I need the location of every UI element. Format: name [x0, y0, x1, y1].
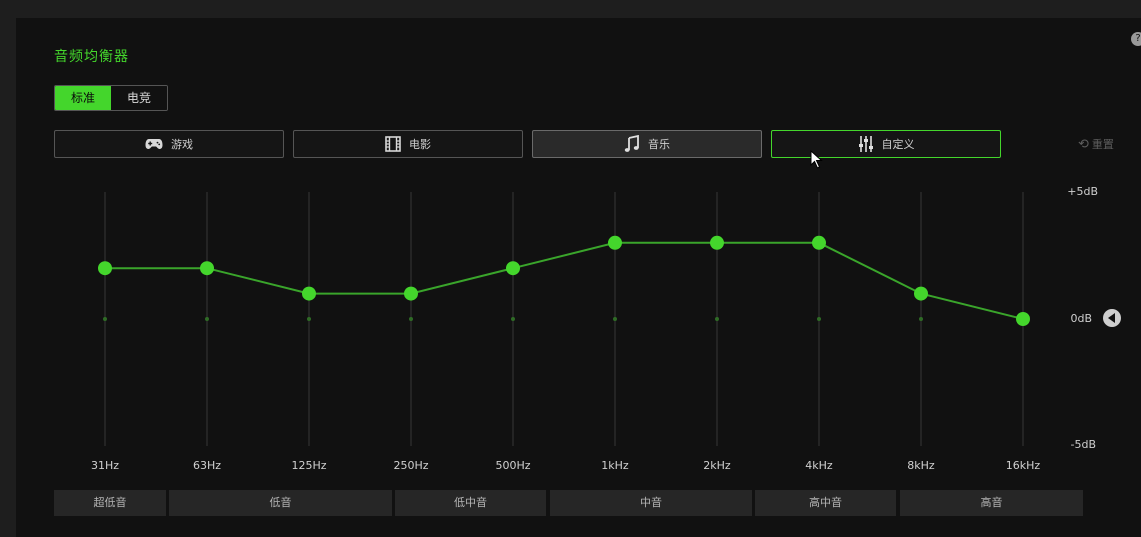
eq-knob-125hz[interactable]: [302, 286, 316, 301]
eq-curve: [105, 241, 1024, 320]
freq-label: 8kHz: [907, 459, 935, 472]
reset-label: 重置: [1091, 138, 1114, 151]
freq-label: 500Hz: [495, 459, 530, 472]
equalizer-panel: [16, 18, 1141, 537]
film-icon: [385, 136, 401, 152]
preset-game-button[interactable]: 游戏: [54, 130, 284, 158]
help-icon[interactable]: ?: [1131, 32, 1141, 46]
freq-label: 63Hz: [193, 459, 221, 472]
collapse-arrow-icon[interactable]: [1103, 309, 1121, 327]
eq-knob-500hz[interactable]: [506, 261, 520, 276]
mouse-cursor-icon: [810, 150, 823, 169]
eq-knob-63hz[interactable]: [200, 261, 214, 276]
band-group-high-mid: 高中音: [755, 490, 896, 516]
eq-knob-4khz[interactable]: [812, 235, 826, 250]
sliders-icon: [858, 136, 873, 152]
zero-marker: [817, 317, 821, 321]
reset-button[interactable]: ⟲ 重置: [1078, 136, 1114, 152]
zero-marker: [103, 317, 107, 321]
db-mid-label: 0dB: [1070, 312, 1092, 325]
db-bottom-label: -5dB: [1071, 438, 1097, 451]
preset-label: 音乐: [648, 138, 670, 151]
freq-label: 4kHz: [805, 459, 833, 472]
zero-marker: [919, 317, 923, 321]
preset-custom-button[interactable]: 自定义: [771, 130, 1001, 158]
page-title: 音频均衡器: [54, 49, 129, 65]
zero-marker: [511, 317, 515, 321]
zero-marker: [715, 317, 719, 321]
eq-knob-16khz[interactable]: [1016, 312, 1030, 326]
eq-knob-1khz[interactable]: [608, 235, 622, 250]
zero-marker: [307, 317, 311, 321]
eq-knob-2khz[interactable]: [710, 235, 724, 250]
eq-knob-8khz[interactable]: [914, 286, 928, 301]
freq-label: 1kHz: [601, 459, 629, 472]
preset-label: 自定义: [881, 138, 915, 151]
band-group-treble: 高音: [900, 490, 1083, 516]
freq-label: 2kHz: [703, 459, 731, 472]
band-group-sub-bass: 超低音: [54, 490, 166, 516]
freq-label: 31Hz: [91, 459, 119, 472]
zero-marker: [613, 317, 617, 321]
mode-tab-esports[interactable]: 电竞: [111, 86, 167, 110]
freq-label: 125Hz: [291, 459, 326, 472]
band-group-mid: 中音: [550, 490, 752, 516]
preset-movie-button[interactable]: 电影: [293, 130, 523, 158]
eq-knob-250hz[interactable]: [404, 286, 418, 301]
gamepad-icon: [145, 139, 163, 149]
freq-label: 250Hz: [393, 459, 428, 472]
db-top-label: +5dB: [1067, 185, 1098, 198]
band-group-bass: 低音: [169, 490, 392, 516]
preset-label: 游戏: [171, 138, 193, 151]
zero-marker: [205, 317, 209, 321]
mode-tab-standard[interactable]: 标准: [55, 86, 111, 110]
band-group-low-mid: 低中音: [395, 490, 546, 516]
eq-knob-31hz[interactable]: [98, 261, 112, 276]
mode-toggle: 标准 电竞: [54, 85, 168, 111]
preset-music-button[interactable]: 音乐: [532, 130, 762, 158]
music-note-icon: [624, 135, 639, 152]
refresh-icon: ⟲: [1078, 136, 1089, 152]
zero-marker: [409, 317, 413, 321]
preset-label: 电影: [409, 138, 431, 151]
freq-label: 16kHz: [1006, 459, 1041, 472]
